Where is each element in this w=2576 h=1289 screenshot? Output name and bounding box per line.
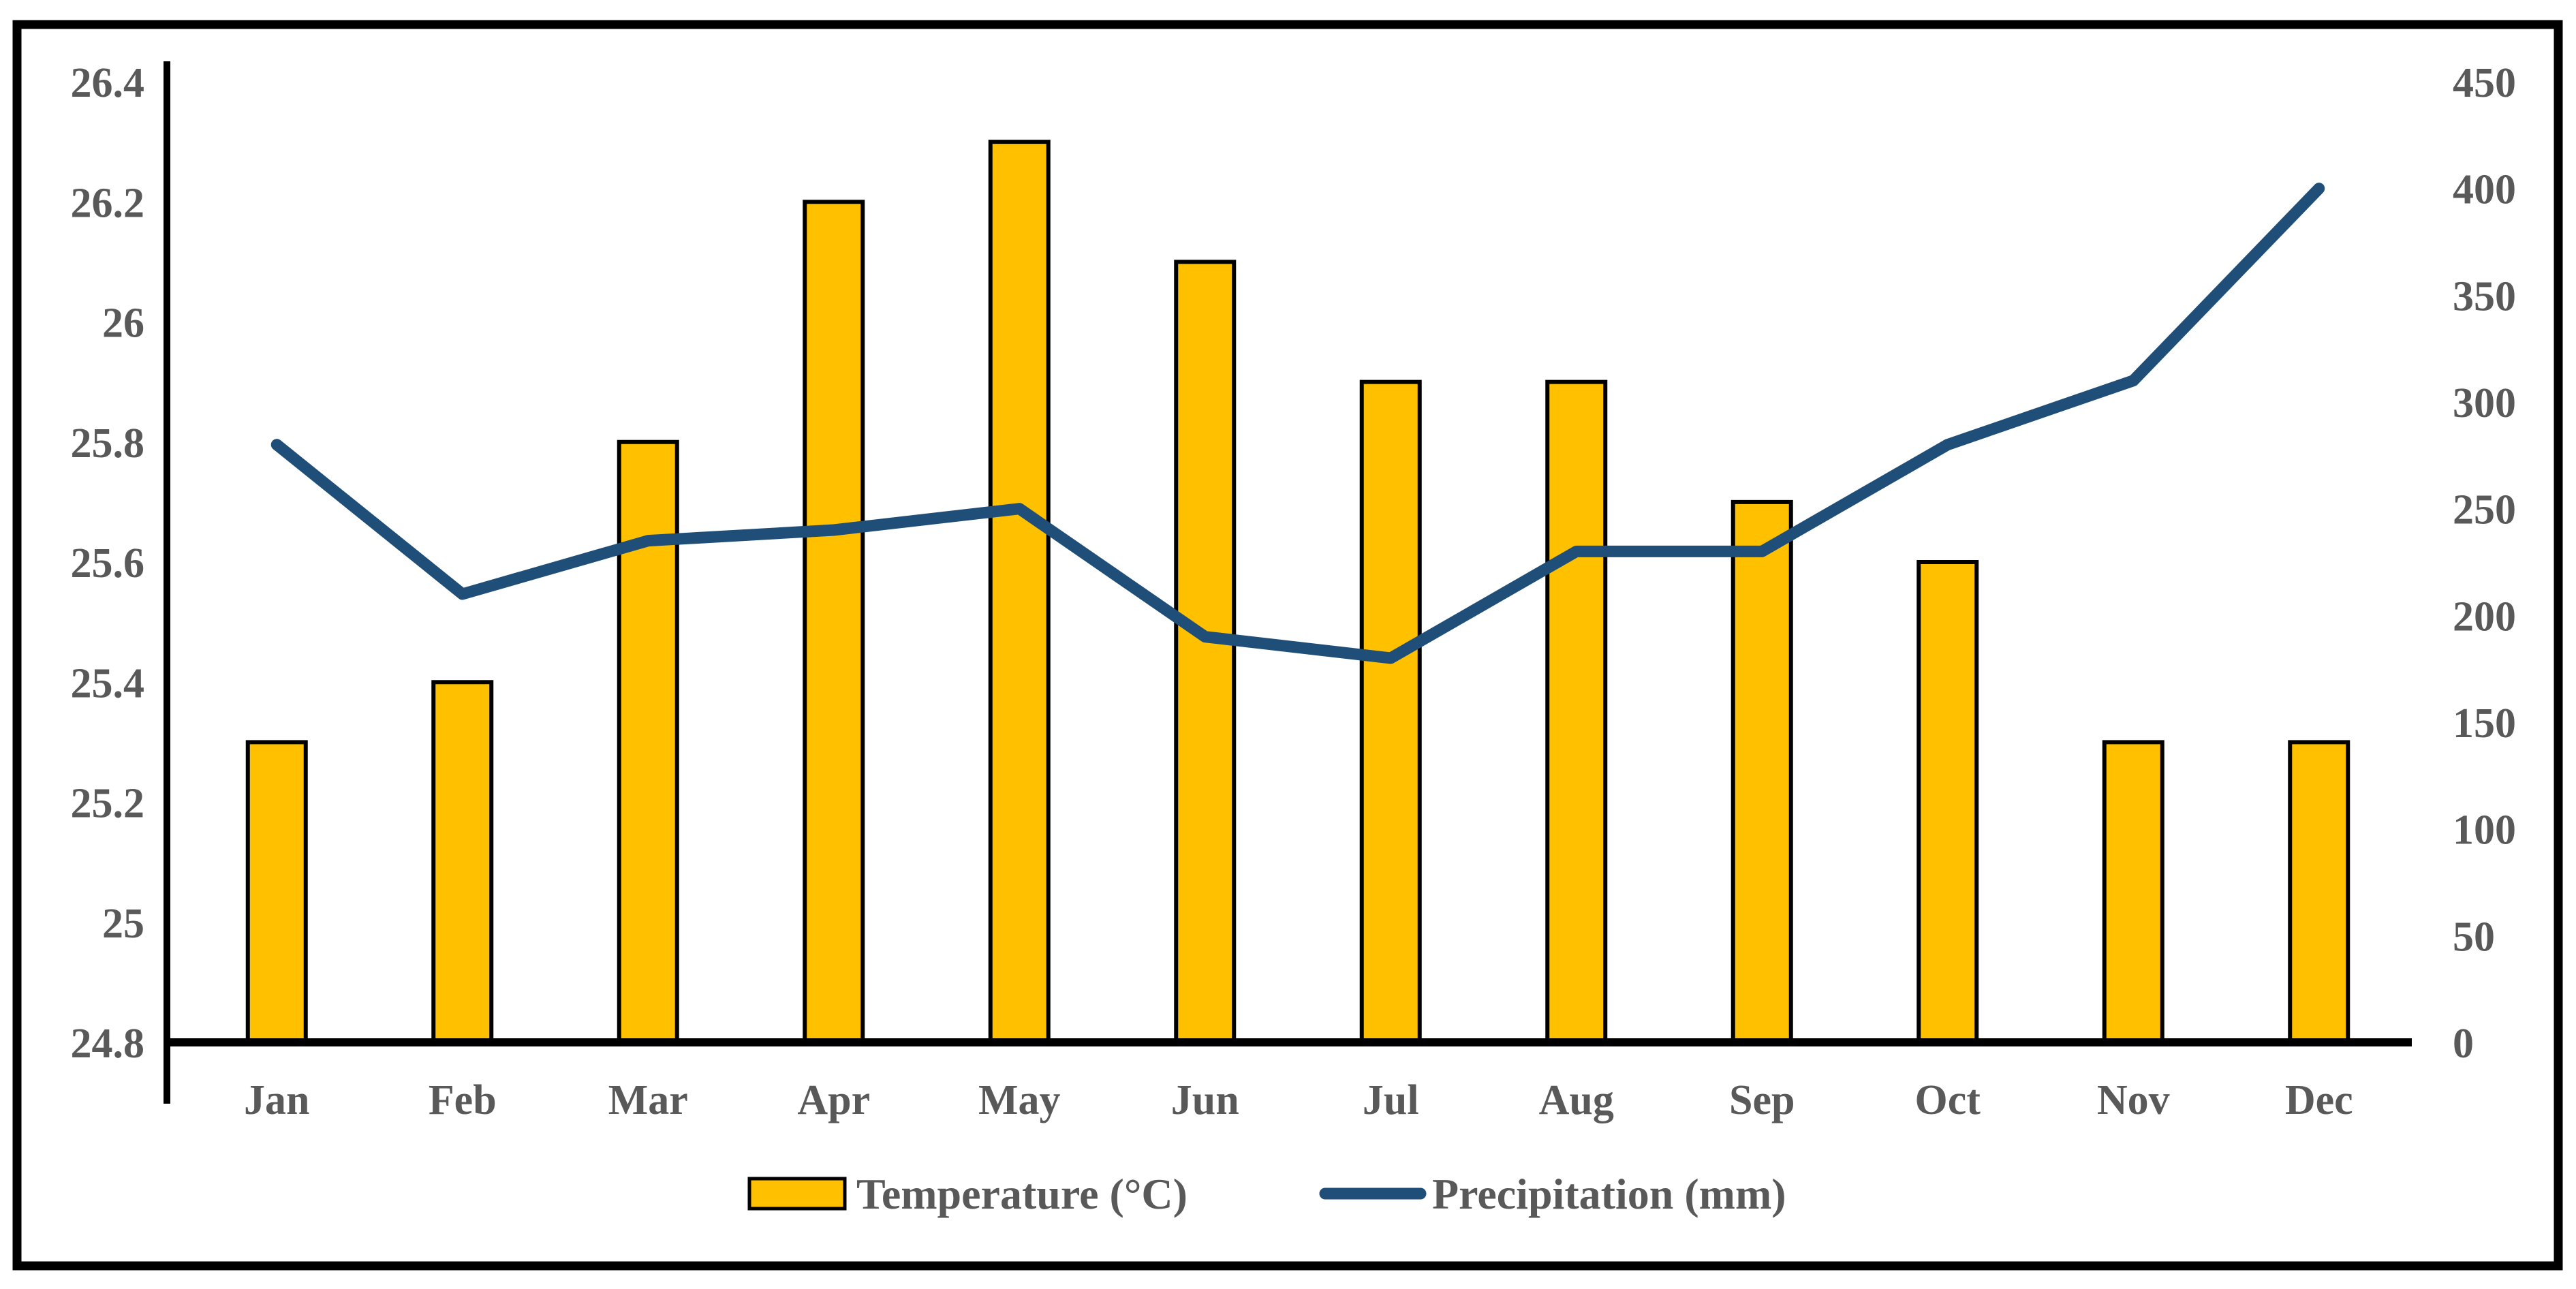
x-tick-label: Jun: [1171, 1077, 1239, 1123]
y-left-tick-label: 25.4: [71, 660, 145, 706]
y-right-tick-label: 300: [2453, 380, 2516, 426]
temperature-bar: [1917, 560, 1979, 1044]
x-tick-label: Mar: [608, 1077, 688, 1123]
temperature-bar: [1174, 260, 1237, 1044]
temperature-bar: [617, 439, 679, 1044]
x-tick-label: Feb: [429, 1077, 497, 1123]
x-tick-label: May: [978, 1077, 1061, 1123]
y-right-tick-label: 200: [2453, 593, 2516, 640]
y-right-tick-label: 100: [2453, 807, 2516, 854]
y-right-tick-label: 450: [2453, 60, 2516, 106]
temperature-bar: [1359, 379, 1422, 1044]
y-left-tick-label: 26.4: [71, 60, 145, 106]
y-left-tick-label: 26.2: [71, 180, 145, 226]
x-tick-label: Jan: [244, 1077, 309, 1123]
y-right-tick-label: 400: [2453, 167, 2516, 213]
temperature-bar: [803, 200, 865, 1044]
x-tick-label: Oct: [1915, 1077, 1981, 1123]
legend-precipitation-label: Precipitation (mm): [1432, 1170, 1786, 1218]
x-tick-label: Dec: [2285, 1077, 2353, 1123]
y-left-tick-label: 25.2: [71, 781, 145, 827]
y-left-tick-label: 25: [102, 901, 144, 947]
plot-area: 24.8 25 25.2 25.4 25.6 25.8 26 26.2 26.4 0 50 100 15…: [71, 60, 2517, 1218]
y-right-tick-label: 250: [2453, 487, 2516, 533]
y-left-tick-label: 24.8: [71, 1021, 145, 1067]
temperature-bar: [1731, 499, 1793, 1044]
y-right-tick-label: 0: [2453, 1021, 2474, 1067]
y-right-tick-label: 50: [2453, 914, 2495, 960]
x-tick-label: Jul: [1363, 1077, 1419, 1123]
x-tick-label: Sep: [1729, 1077, 1795, 1123]
temperature-bar: [2102, 740, 2164, 1044]
y-left-tick-label: 25.6: [71, 540, 145, 587]
precipitation-line: [270, 183, 2325, 664]
temperature-bar: [2288, 740, 2350, 1044]
legend-temperature-swatch: [747, 1177, 847, 1211]
y-right-tick-label: 150: [2453, 700, 2516, 747]
x-tick-label: Apr: [797, 1077, 870, 1123]
y-left-tick-label: 25.8: [71, 420, 145, 467]
temperature-bar: [245, 740, 308, 1044]
y-right-tick-label: 350: [2453, 273, 2516, 320]
x-tick-label: Aug: [1539, 1077, 1614, 1123]
temperature-bar: [988, 140, 1051, 1044]
x-tick-label: Nov: [2097, 1077, 2170, 1123]
temperature-bar: [431, 680, 494, 1044]
legend-temperature-label: Temperature (°C): [856, 1170, 1188, 1218]
temperature-bar: [1545, 379, 1608, 1044]
y-left-tick-label: 26: [102, 300, 144, 347]
